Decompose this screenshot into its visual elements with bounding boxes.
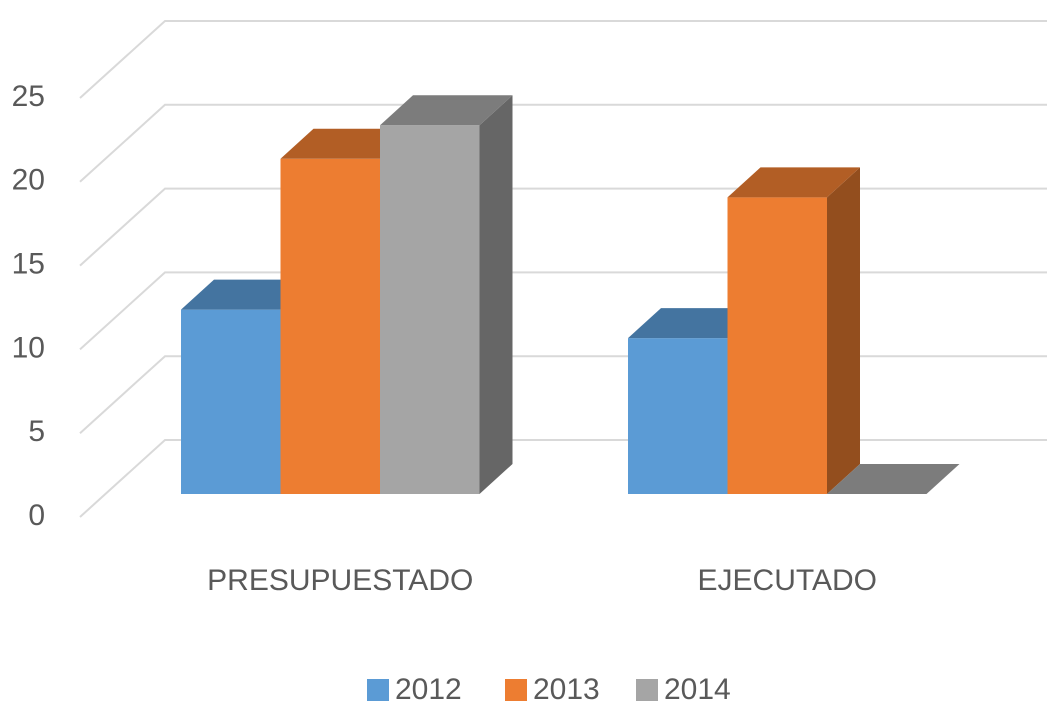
legend-label: 2014 [664,673,731,706]
y-tick-label: 5 [28,415,45,448]
bar [280,158,380,495]
bar-top [727,167,860,198]
y-tick-label: 15 [12,248,45,281]
grid-line [79,187,1047,267]
bar-top [827,464,960,494]
bar-side [479,95,513,494]
legend-swatch [505,679,527,701]
bar [181,309,281,494]
grid-line [79,103,1047,183]
legend-label: 2012 [395,673,462,706]
legend-swatch [636,679,658,701]
grid-line [79,20,1047,99]
y-tick-label: 0 [28,499,45,532]
bar-top [628,308,761,339]
x-tick-label: PRESUPUESTADO [207,564,473,597]
y-tick-label: 10 [12,331,45,364]
y-tick-label: 25 [12,80,45,113]
bar [380,125,480,494]
bar-top [181,279,314,310]
bar [628,338,728,494]
bar-top [380,95,513,126]
bar [727,197,827,494]
bar-top [280,128,413,159]
legend-label: 2013 [533,673,600,706]
legend-swatch [367,679,389,701]
x-tick-label: EJECUTADO [698,564,877,597]
bar-side [827,167,860,494]
y-tick-label: 20 [12,164,45,197]
